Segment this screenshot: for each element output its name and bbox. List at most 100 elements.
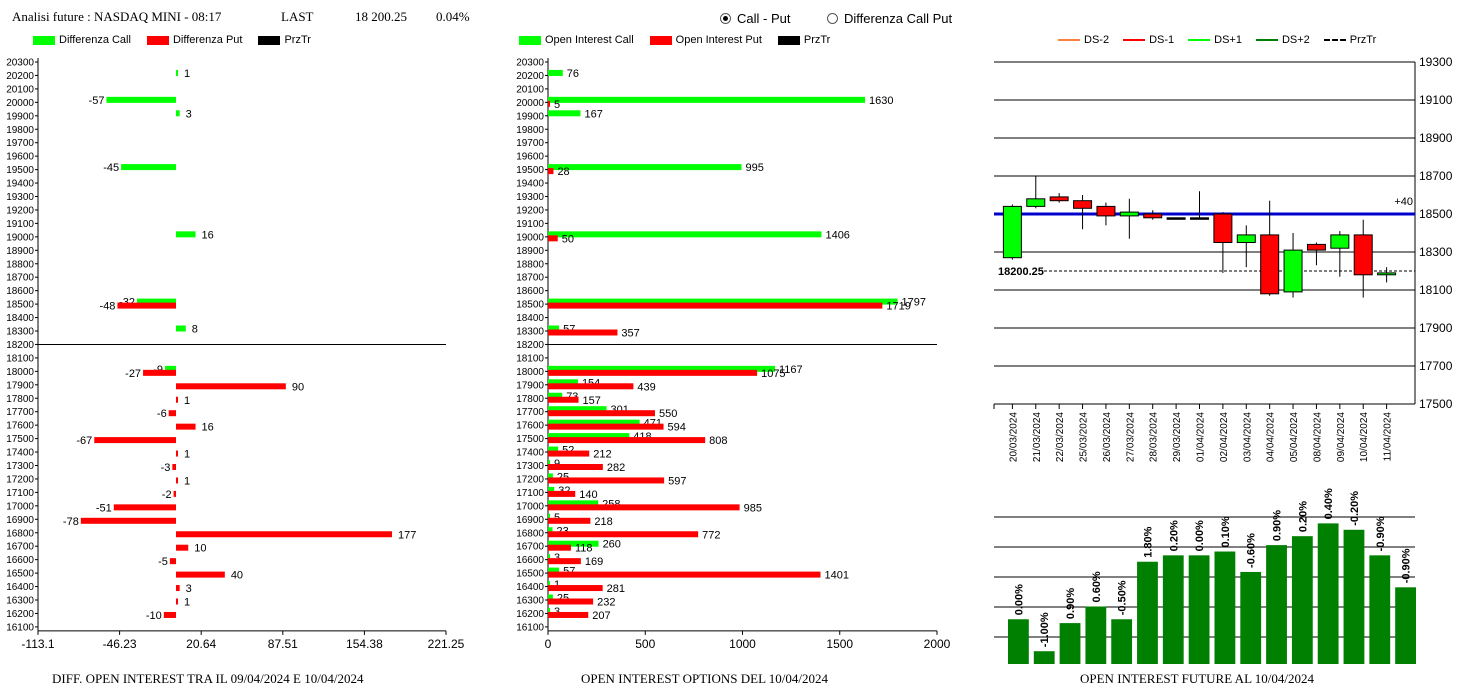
candle-body [1353,234,1373,276]
legend-item-przt: PrzTr [777,34,830,46]
put-oi-bar [548,383,634,390]
candle-body [1096,205,1116,217]
put-oi-bar [548,437,706,444]
y-tick-label: 17200 [6,474,34,485]
y-tick-label: 19200 [6,205,34,216]
call-oi-bar-label: 167 [584,108,602,120]
y-tick-label: 18100 [1419,283,1453,297]
call-diff-bar [165,365,177,372]
put-diff-bar [113,504,177,511]
put-diff-bar [169,558,177,565]
put-diff-bar [94,437,177,444]
future-oi-label: -0.20% [1349,491,1361,526]
candle-body [1119,211,1139,217]
red-swatch-icon [649,35,672,45]
legend-label: Differenza Put [172,34,243,46]
future-oi-label: 0.00% [1194,520,1206,551]
legend-item-call-diff: Differenza Call [33,34,131,46]
y-tick-label: 19500 [6,165,34,176]
x-tick-label: -46.23 [103,637,137,651]
x-tick-label: 10/04/2024 [1359,412,1370,462]
y-tick-label: 18100 [516,353,544,364]
legend-item-put-diff: Differenza Put [146,34,243,46]
call-oi-bar [548,69,563,76]
put-oi-bar-label: 594 [668,422,686,434]
x-tick-label: 22/03/2024 [1055,412,1066,462]
call-oi-bar-label: 76 [567,68,579,80]
radio-call-put[interactable]: Call - Put [720,11,790,26]
legend-label: DS-2 [1084,34,1110,46]
candle-body [1166,217,1186,220]
put-oi-bar [548,302,883,309]
y-tick-label: 17900 [1419,321,1453,335]
y-tick-label: 16300 [6,596,34,607]
put-diff-bar [176,477,179,484]
y-tick-label: 16900 [516,515,544,526]
price-label: 18200.25 [998,266,1044,278]
y-tick-label: 17400 [516,448,544,459]
legend-item-ds-2: DS-2 [1058,34,1109,46]
y-tick-label: 18600 [6,286,34,297]
future-oi-label: 0.90% [1065,588,1077,619]
put-oi-bar-label: 357 [621,328,639,340]
call-oi-bar [548,554,550,561]
y-tick-label: 16700 [516,542,544,553]
put-diff-bar [176,598,179,605]
put-oi-bar-label: 28 [557,166,569,178]
radio-diff-call-put[interactable]: Differenza Call Put [827,11,952,26]
future-oi-bar [1008,619,1029,664]
future-oi-bar [1059,623,1081,664]
put-oi-bar [548,531,699,538]
candle-body [1049,196,1069,202]
x-tick-label: 20.64 [186,637,216,651]
legend-label: Differenza Call [59,34,131,46]
candle-body [1330,234,1350,249]
put-oi-bar [548,544,571,551]
future-oi-bar [1240,571,1262,664]
x-tick-label: 154.38 [346,637,383,651]
y-tick-label: 18500 [1419,207,1453,221]
y-tick-label: 16100 [516,622,544,633]
put-diff-bar-label: -2 [162,489,172,501]
future-oi-bar [1395,587,1416,664]
put-diff-bar-label: 10 [194,543,206,555]
legend-item-przt: PrzTr [1323,34,1376,46]
y-tick-label: 20100 [516,84,544,95]
put-diff-bar [168,410,177,417]
put-diff-bar-label: 1 [184,597,190,609]
legend-label: Open Interest Call [545,34,634,46]
y-tick-label: 16600 [6,555,34,566]
x-tick-label: 04/04/2024 [1266,412,1277,462]
y-tick-label: 18500 [516,300,544,311]
x-tick-label: 500 [635,637,655,651]
call-oi-bar [548,500,599,507]
put-oi-bar-label: 985 [744,502,762,514]
put-diff-bar-label: -27 [125,368,141,380]
call-oi-bar [548,231,822,238]
call-oi-bar-label: 1406 [825,229,849,241]
y-tick-label: 16100 [6,622,34,633]
call-oi-bar [548,406,607,413]
y-tick-label: 20100 [6,84,34,95]
dark-green-line-icon [1255,39,1278,41]
put-oi-bar-label: 207 [592,610,610,622]
x-tick-label: 27/03/2024 [1125,412,1136,462]
legend-label: DS-1 [1149,34,1175,46]
y-tick-label: 16800 [6,528,34,539]
legend-item-ds-1: DS-1 [1123,34,1174,46]
call-diff-bar [121,164,177,171]
future-oi-label: 0.10% [1220,516,1232,547]
future-oi-bar [1266,545,1287,664]
call-diff-bar [136,298,177,305]
call-oi-bar-label: 995 [746,162,764,174]
call-oi-bar [548,392,563,399]
call-diff-bar-label: -45 [103,162,119,174]
x-tick-label: -113.1 [21,637,54,651]
candle-body [1377,272,1397,276]
y-tick-label: 19900 [516,111,544,122]
call-oi-bar [548,446,559,453]
put-oi-bar-label: 218 [594,516,612,528]
y-tick-label: 18500 [6,300,34,311]
x-tick-label: 01/04/2024 [1196,412,1207,462]
put-diff-bar-label: 90 [292,381,304,393]
